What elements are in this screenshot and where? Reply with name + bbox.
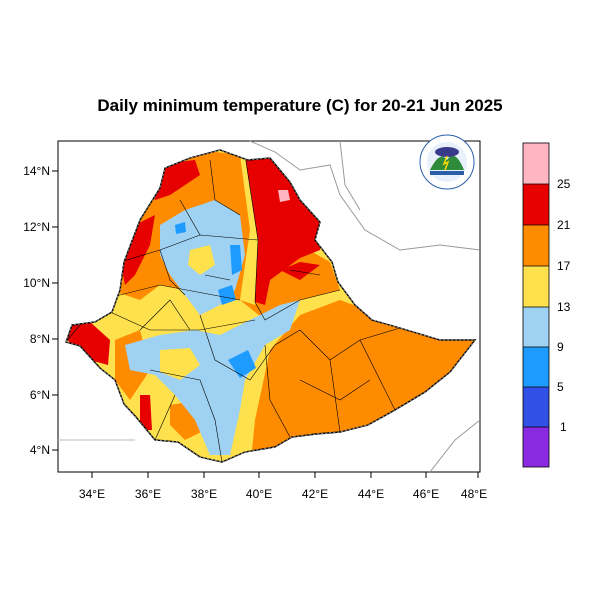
band-5-9-spot — [175, 222, 186, 234]
band-21-25-east — [280, 262, 320, 280]
x-tick-label: 46°E — [413, 487, 439, 501]
band-5-9-spot — [228, 350, 256, 378]
x-tick-label: 40°E — [246, 487, 272, 501]
y-axis: 14°N 12°N 10°N 8°N 6°N 4°N — [23, 164, 58, 457]
band-13-17-pocket — [188, 245, 215, 275]
lightning-icon — [442, 155, 450, 171]
x-tick-label: 42°E — [302, 487, 328, 501]
y-tick-label: 6°N — [30, 388, 50, 402]
admin-boundaries — [66, 154, 401, 462]
band-13-17-pocket — [160, 348, 200, 380]
x-axis: 34°E 36°E 38°E 40°E 42°E 44°E 46°E 48°E — [79, 472, 487, 501]
legend-label: 13 — [557, 300, 571, 314]
legend-label: 5 — [557, 380, 564, 394]
coastline — [249, 140, 481, 251]
legend-label: 17 — [557, 259, 571, 273]
legend-label: 25 — [557, 177, 571, 191]
y-tick-label: 10°N — [23, 276, 50, 290]
map-title: Daily minimum temperature (C) for 20-21 … — [97, 96, 503, 115]
legend-swatch-5-9 — [523, 347, 549, 387]
legend-swatch-17-21 — [523, 225, 549, 266]
neighbour-border — [339, 140, 361, 211]
country-outline — [65, 149, 477, 463]
y-tick-label: 8°N — [30, 332, 50, 346]
cloud-icon — [435, 147, 459, 157]
band-9-13-highlands-south — [125, 300, 300, 455]
legend-swatch-13-17 — [523, 266, 549, 307]
legend-swatch-1-5 — [523, 387, 549, 427]
legend-swatch-9-13 — [523, 307, 549, 347]
x-tick-label: 36°E — [135, 487, 161, 501]
x-tick-label: 34°E — [79, 487, 105, 501]
y-tick-label: 12°N — [23, 220, 50, 234]
band-5-9-spot — [230, 245, 242, 275]
x-tick-label: 44°E — [358, 487, 384, 501]
y-tick-label: 4°N — [30, 443, 50, 457]
band-above-25 — [278, 190, 290, 202]
x-tick-label: 48°E — [461, 487, 487, 501]
band-5-9-spot — [218, 285, 236, 305]
band-21-25-gambela — [66, 322, 110, 365]
y-tick-label: 14°N — [23, 164, 50, 178]
neighbour-border — [429, 419, 481, 473]
map-panel — [57, 134, 481, 473]
legend-colorbar: 25 21 17 13 9 5 1 — [522, 142, 571, 468]
band-21-25-omo — [140, 395, 152, 430]
legend-label: 9 — [557, 340, 564, 354]
band-21-25-northwest — [120, 215, 155, 285]
ethiopian-meteorology-institute-logo — [419, 134, 475, 190]
x-tick-label: 38°E — [191, 487, 217, 501]
legend-label: 1 — [560, 420, 567, 434]
legend-swatch-above-25 — [523, 143, 549, 184]
legend-label: 21 — [557, 218, 571, 232]
legend-swatch-21-25 — [523, 184, 549, 225]
legend-swatch-below-1 — [523, 427, 549, 467]
